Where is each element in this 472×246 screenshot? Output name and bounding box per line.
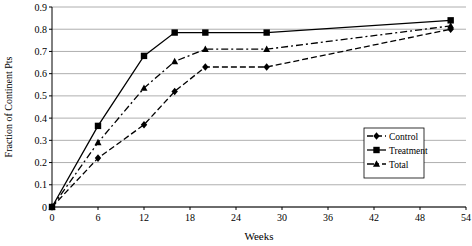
grid-line <box>52 73 466 74</box>
grid-line <box>52 7 466 8</box>
series-marker <box>95 154 101 162</box>
x-tick-label: 0 <box>50 212 55 223</box>
y-tick-label: 0.6 <box>35 68 48 79</box>
x-tick-label: 36 <box>323 212 333 223</box>
y-tick-label: 0 <box>42 202 47 213</box>
series-marker <box>171 58 178 64</box>
series-line <box>52 20 451 207</box>
x-tick-label: 54 <box>461 212 471 223</box>
series-marker <box>202 46 209 52</box>
x-tick-label: 42 <box>369 212 379 223</box>
grid-line <box>52 207 466 208</box>
y-tick-label: 0.4 <box>35 113 48 124</box>
series-marker <box>141 84 148 90</box>
grid-line <box>52 29 466 30</box>
series-line <box>52 26 451 207</box>
series-marker <box>141 53 147 59</box>
x-tick-label: 12 <box>139 212 149 223</box>
x-tick-label: 24 <box>231 212 241 223</box>
y-tick-label: 0.8 <box>35 24 48 35</box>
x-axis <box>52 207 466 208</box>
x-tick-label: 6 <box>96 212 101 223</box>
series-marker <box>141 121 147 129</box>
y-tick-label: 0.2 <box>35 157 48 168</box>
x-tick-label: 48 <box>415 212 425 223</box>
grid-line <box>52 95 466 96</box>
background <box>0 0 472 246</box>
y-axis <box>52 7 53 207</box>
y-tick-label: 0.7 <box>35 46 48 57</box>
series-marker <box>95 139 102 145</box>
grid-line <box>52 184 466 185</box>
series-marker <box>49 203 56 209</box>
series-marker <box>171 29 177 35</box>
series-marker <box>263 46 270 52</box>
chart-container: 0 0.1 0.2 0.3 0.4 0.5 0.6 0.7 0.8 0.9 0 6 12 18 24 30 36… <box>0 0 472 246</box>
y-axis-label: Fraction of Continent Pts <box>3 56 14 157</box>
y-tick-label: 0.3 <box>35 135 48 146</box>
series-marker <box>263 63 269 71</box>
series-marker <box>447 22 454 28</box>
y-tick-label: 0.1 <box>35 179 48 190</box>
chart-svg: 0 0.1 0.2 0.3 0.4 0.5 0.6 0.7 0.8 0.9 0 6 12 18 24 30 36… <box>0 0 472 246</box>
x-axis-label: Weeks <box>244 230 273 242</box>
data-group <box>49 17 455 211</box>
grid-line <box>52 51 466 52</box>
grid-line <box>52 118 466 119</box>
y-tick-label: 0.5 <box>35 90 48 101</box>
legend-marker <box>373 160 380 166</box>
legend-label: Total <box>389 160 409 170</box>
legend: Control Treatment Total <box>364 128 428 178</box>
legend-marker <box>373 132 379 140</box>
legend-label: Treatment <box>389 146 428 156</box>
legend-marker <box>373 147 379 153</box>
x-tick-label: 30 <box>277 212 287 223</box>
series-marker <box>202 63 208 71</box>
series-marker <box>95 123 101 129</box>
series-line <box>52 29 451 207</box>
series-marker <box>263 29 269 35</box>
legend-label: Control <box>389 132 418 142</box>
x-tick-label: 18 <box>185 212 195 223</box>
series-marker <box>202 29 208 35</box>
series-marker <box>171 88 177 96</box>
y-tick-label: 0.9 <box>35 2 48 13</box>
